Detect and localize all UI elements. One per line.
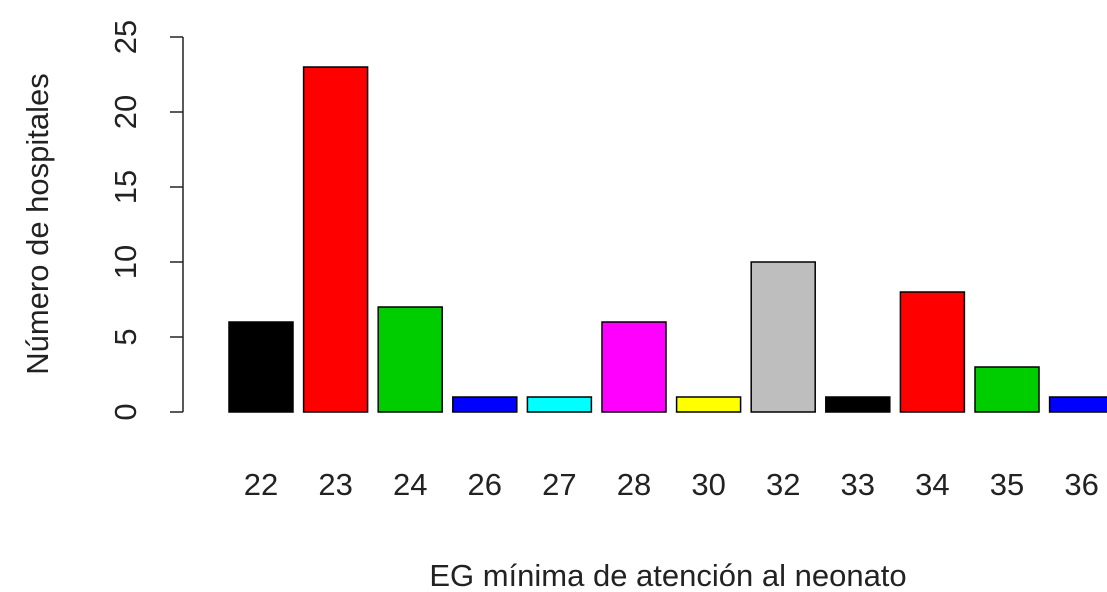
x-tick-label: 35 <box>990 467 1024 502</box>
y-tick-label: 5 <box>108 328 143 345</box>
y-tick-label: 20 <box>108 95 143 129</box>
x-tick-label: 28 <box>617 467 651 502</box>
x-tick-label: 27 <box>542 467 576 502</box>
x-tick-label: 24 <box>393 467 427 502</box>
bar <box>1048 396 1107 413</box>
bar <box>899 291 966 413</box>
bar <box>452 396 518 413</box>
bar <box>228 321 294 413</box>
y-tick-label: 15 <box>108 170 143 204</box>
x-tick-label: 33 <box>841 467 875 502</box>
y-axis-label: Número de hospitales <box>20 73 55 375</box>
bar <box>974 366 1040 413</box>
x-tick-label: 23 <box>318 467 352 502</box>
y-tick-label: 10 <box>108 245 143 279</box>
x-tick-label: 26 <box>468 467 502 502</box>
x-axis-label: EG mínima de atención al neonato <box>429 558 906 592</box>
x-tick-label: 36 <box>1064 467 1098 502</box>
bar <box>526 396 593 413</box>
bar <box>377 306 443 413</box>
y-tick-label: 25 <box>108 20 143 54</box>
bar <box>825 396 891 413</box>
bar <box>601 321 667 413</box>
bar <box>302 66 369 413</box>
bar <box>750 261 816 413</box>
x-tick-label: 30 <box>691 467 725 502</box>
x-tick-label: 22 <box>244 467 278 502</box>
x-tick-label: 32 <box>766 467 800 502</box>
x-tick-label: 34 <box>915 467 949 502</box>
y-tick-label: 0 <box>108 403 143 420</box>
bar <box>675 396 742 413</box>
